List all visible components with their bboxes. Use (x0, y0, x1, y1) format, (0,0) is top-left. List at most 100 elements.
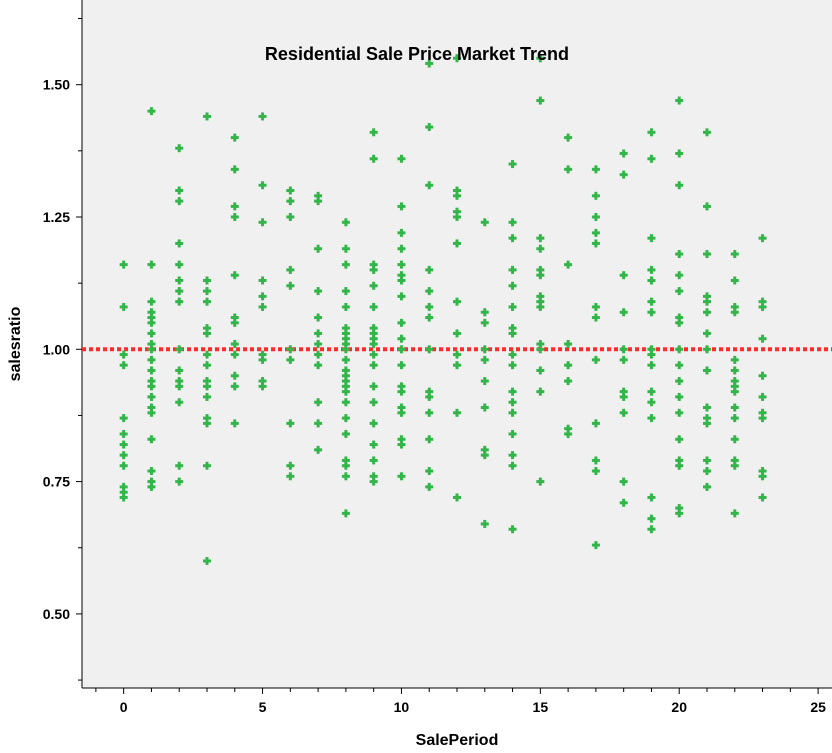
data-point (341, 334, 350, 343)
data-point (175, 366, 184, 375)
data-point (425, 181, 434, 190)
data-point (397, 403, 406, 412)
data-point (703, 297, 711, 306)
data-point (647, 297, 656, 306)
data-point (369, 324, 378, 333)
data-point (258, 276, 267, 285)
data-point (341, 414, 350, 423)
data-point (119, 493, 128, 502)
y-tick-label: 0.50 (43, 606, 70, 622)
data-point (175, 197, 184, 206)
data-point (147, 345, 156, 354)
data-point (564, 361, 573, 370)
data-point (703, 403, 711, 412)
data-point (480, 345, 489, 354)
data-point (369, 456, 378, 465)
data-point (703, 467, 711, 476)
data-point (536, 96, 545, 105)
data-point (619, 345, 628, 354)
data-point (341, 387, 350, 396)
data-point (147, 403, 156, 412)
data-point (536, 292, 545, 301)
data-point (147, 107, 156, 116)
data-point (453, 54, 461, 63)
data-point (203, 276, 211, 285)
data-point (703, 202, 711, 211)
data-point (425, 302, 434, 311)
data-point (647, 345, 656, 354)
data-point (147, 318, 156, 327)
data-point (536, 302, 545, 311)
data-point (758, 334, 767, 343)
data-point (147, 382, 156, 391)
data-point (647, 514, 656, 523)
data-point (730, 414, 739, 423)
data-point (425, 467, 434, 476)
data-point (730, 377, 739, 386)
data-point (397, 361, 406, 370)
data-point (203, 112, 211, 121)
data-point (314, 361, 323, 370)
data-point (119, 414, 128, 423)
data-point (175, 398, 184, 407)
data-point (508, 218, 517, 227)
data-point (730, 456, 739, 465)
data-point (341, 429, 350, 438)
data-point (397, 382, 406, 391)
data-point (203, 461, 211, 470)
data-point (341, 340, 350, 348)
data-point (119, 260, 128, 269)
data-point (536, 265, 545, 274)
data-point (675, 250, 684, 259)
data-point (341, 398, 350, 407)
data-point (341, 244, 350, 253)
data-point (341, 302, 350, 311)
data-point (675, 461, 684, 470)
data-point (230, 371, 239, 380)
data-point (591, 467, 600, 476)
data-point (564, 133, 573, 142)
data-point (175, 287, 184, 296)
data-point (175, 239, 184, 248)
data-point (314, 398, 323, 407)
data-point (147, 313, 156, 322)
data-point (369, 334, 378, 343)
data-point (369, 154, 378, 163)
data-point (536, 297, 545, 306)
data-point (675, 149, 684, 158)
data-point (508, 265, 517, 274)
data-point (341, 345, 350, 354)
data-point (480, 308, 489, 317)
data-point (619, 149, 628, 158)
data-point (647, 525, 656, 534)
data-point (703, 308, 711, 317)
data-point (369, 419, 378, 428)
y-tick-label: 1.25 (43, 209, 70, 225)
data-point (314, 329, 323, 338)
data-point (341, 260, 350, 269)
data-point (703, 419, 711, 428)
data-point (591, 212, 600, 221)
data-point (147, 366, 156, 375)
data-point (619, 477, 628, 486)
data-point (119, 461, 128, 470)
data-point (675, 408, 684, 417)
data-point (147, 260, 156, 269)
data-point (230, 318, 239, 327)
data-point (341, 355, 350, 364)
data-point (341, 287, 350, 296)
data-point (508, 525, 517, 534)
data-point (425, 265, 434, 274)
data-point (175, 382, 184, 391)
data-point (536, 387, 545, 396)
data-point (314, 197, 323, 206)
data-point (258, 302, 267, 311)
data-point (230, 165, 239, 174)
data-point (453, 493, 461, 502)
data-point (675, 287, 684, 296)
data-point (758, 472, 767, 481)
data-point (703, 456, 711, 465)
data-point (425, 345, 434, 354)
data-point (730, 308, 739, 317)
data-point (730, 435, 739, 444)
